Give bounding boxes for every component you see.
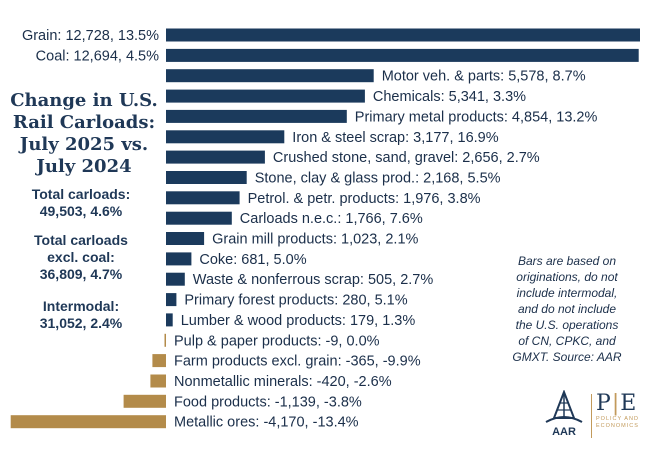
bar-label: Grain mill products: 1,023, 2.1% — [212, 232, 418, 248]
bar — [166, 252, 192, 266]
title-line: July 2024 — [36, 156, 132, 177]
bar-label: Metallic ores: -4,170, -13.4% — [174, 415, 359, 431]
note-line: and do not include — [517, 302, 617, 316]
stat-intermodal: Intermodal: 31,052, 2.4% — [6, 298, 156, 332]
bar — [166, 48, 639, 62]
title-line: Rail Carloads: — [12, 112, 156, 133]
stat-line: excl. coal: — [47, 249, 115, 265]
title-line: Change in U.S. — [10, 90, 158, 111]
stat-line: Total carloads: — [31, 186, 131, 202]
stat-line: 49,503, 4.6% — [39, 203, 123, 219]
bar-label: Stone, clay & glass prod.: 2,168, 5.5% — [255, 171, 501, 187]
bar-label: Primary metal products: 4,854, 13.2% — [355, 109, 598, 125]
bar-label: Chemicals: 5,341, 3.3% — [373, 89, 526, 105]
bar — [10, 415, 167, 429]
bar-label: Iron & steel scrap: 3,177, 16.9% — [292, 130, 498, 146]
note-line: the U.S. operations — [515, 318, 619, 332]
bar — [166, 130, 285, 144]
bar — [166, 109, 347, 123]
bar-label: Nonmetallic minerals: -420, -2.6% — [174, 374, 392, 390]
bar — [166, 191, 240, 205]
bar — [166, 211, 232, 225]
bar — [152, 354, 166, 368]
pe-logo-p: P — [596, 391, 612, 416]
bar — [166, 89, 365, 103]
bar-label: Petrol. & petr. products: 1,976, 3.8% — [248, 191, 481, 207]
stat-line: Total carloads — [34, 232, 128, 248]
bar — [166, 293, 177, 307]
bar — [166, 28, 640, 42]
bar-label: Lumber & wood products: 179, 1.3% — [181, 313, 416, 329]
bar — [166, 232, 205, 245]
bar — [166, 313, 173, 327]
note-line: include intermodal, — [516, 286, 618, 300]
aar-logo: AAR — [545, 390, 583, 438]
bar — [166, 171, 247, 184]
bar — [166, 272, 185, 286]
bar-label: Crushed stone, sand, gravel: 2,656, 2.7% — [273, 150, 540, 166]
bar — [166, 150, 265, 164]
bar-label: Food products: -1,139, -3.8% — [174, 394, 362, 410]
bar — [166, 69, 374, 83]
note-line: Bars are based on — [517, 254, 617, 268]
aar-logo-text: AAR — [552, 426, 576, 438]
bar-label: Farm products excl. grain: -365, -9.9% — [174, 354, 421, 370]
pe-logo-bar: | — [611, 391, 621, 416]
bar-label: Grain: 12,728, 13.5% — [22, 28, 159, 44]
bar-label: Primary forest products: 280, 5.1% — [184, 293, 407, 309]
pe-logo-sub: POLICY AND — [596, 416, 639, 422]
stat-line: 31,052, 2.4% — [39, 315, 123, 331]
chart-title: Change in U.S. Rail Carloads: July 2025 … — [4, 90, 164, 178]
bar-label: Coal: 12,694, 4.5% — [36, 48, 159, 64]
title-line: July 2025 vs. — [19, 134, 149, 155]
stat-total-excl-coal: Total carloads excl. coal: 36,809, 4.7% — [6, 232, 156, 283]
pe-logo-e: E — [620, 391, 638, 416]
pe-logo-sub: ECONOMICS — [596, 423, 639, 429]
bar — [164, 333, 166, 347]
note-line: originations, do not — [516, 270, 618, 284]
aar-bridge-icon — [545, 390, 583, 423]
bar-label: Coke: 681, 5.0% — [199, 252, 306, 268]
bar-label: Waste & nonferrous scrap: 505, 2.7% — [193, 272, 434, 288]
stat-line: Intermodal: — [42, 298, 120, 314]
bar — [150, 374, 166, 388]
note-line: of CN, CPKC, and — [518, 334, 616, 348]
source-note: Bars are based on originations, do not i… — [486, 253, 648, 365]
stat-line: 36,809, 4.7% — [39, 266, 123, 282]
stat-total-carloads: Total carloads: 49,503, 4.6% — [6, 186, 156, 220]
note-line: GMXT. Source: AAR — [512, 350, 622, 364]
pe-logo: P|E POLICY AND ECONOMICS — [596, 392, 652, 440]
logo-divider — [591, 394, 592, 438]
bar — [123, 394, 166, 408]
bar-label: Motor veh. & parts: 5,578, 8.7% — [382, 69, 586, 85]
pe-logo-mark: P|E — [596, 392, 652, 416]
bar-label: Carloads n.e.c.: 1,766, 7.6% — [240, 211, 423, 227]
bar-label: Pulp & paper products: -9, 0.0% — [174, 333, 380, 349]
